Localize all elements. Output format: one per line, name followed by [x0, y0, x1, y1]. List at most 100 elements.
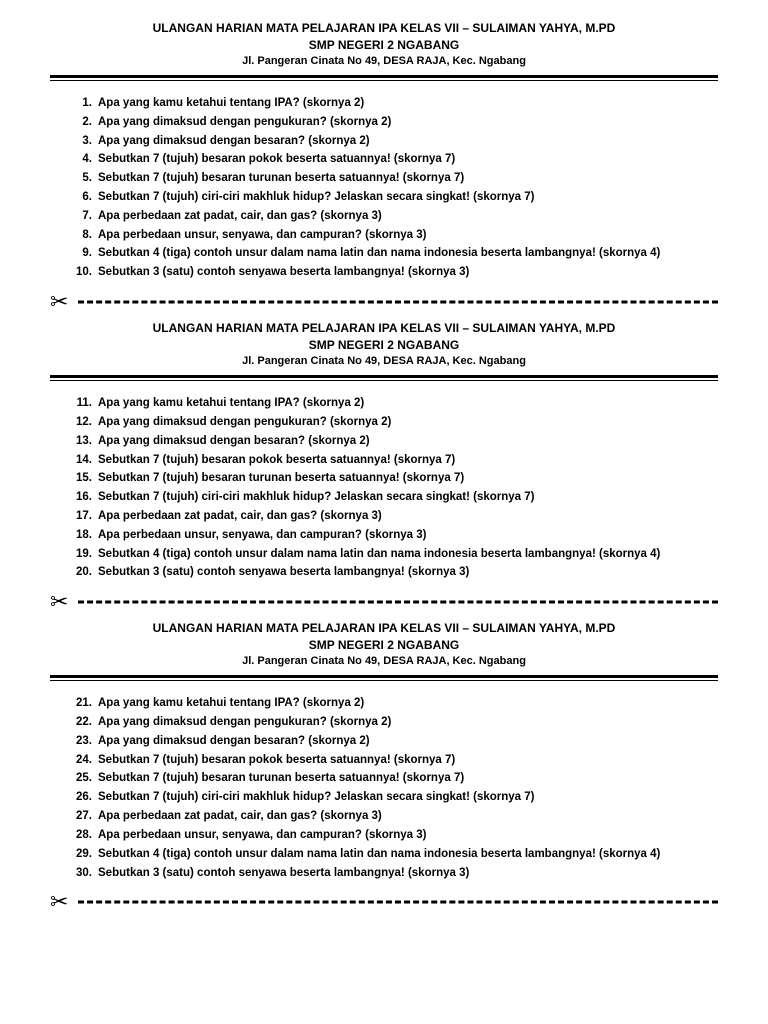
question-item: 18.Apa perbedaan unsur, senyawa, dan cam…	[68, 527, 708, 545]
question-text: Apa yang kamu ketahui tentang IPA? (skor…	[98, 695, 708, 713]
question-number: 28.	[68, 827, 98, 845]
cut-dashes	[78, 901, 718, 904]
question-number: 11.	[68, 395, 98, 413]
question-number: 14.	[68, 452, 98, 470]
question-text: Sebutkan 7 (tujuh) ciri-ciri makhluk hid…	[98, 189, 708, 207]
question-text: Sebutkan 7 (tujuh) besaran turunan beser…	[98, 770, 708, 788]
question-list: 21.Apa yang kamu ketahui tentang IPA? (s…	[50, 695, 718, 882]
exam-header: ULANGAN HARIAN MATA PELAJARAN IPA KELAS …	[50, 20, 718, 69]
question-text: Sebutkan 4 (tiga) contoh unsur dalam nam…	[98, 846, 708, 864]
page: ULANGAN HARIAN MATA PELAJARAN IPA KELAS …	[0, 0, 768, 930]
question-number: 27.	[68, 808, 98, 826]
question-item: 3.Apa yang dimaksud dengan besaran? (sko…	[68, 133, 708, 151]
exam-section: ULANGAN HARIAN MATA PELAJARAN IPA KELAS …	[50, 620, 718, 882]
question-text: Apa yang dimaksud dengan pengukuran? (sk…	[98, 414, 708, 432]
scissors-icon: ✂	[50, 591, 70, 613]
question-number: 4.	[68, 151, 98, 169]
question-number: 29.	[68, 846, 98, 864]
question-text: Sebutkan 7 (tujuh) besaran pokok beserta…	[98, 452, 708, 470]
question-number: 25.	[68, 770, 98, 788]
question-number: 19.	[68, 546, 98, 564]
header-address: Jl. Pangeran Cinata No 49, DESA RAJA, Ke…	[50, 54, 718, 69]
exam-section: ULANGAN HARIAN MATA PELAJARAN IPA KELAS …	[50, 320, 718, 582]
question-item: 8.Apa perbedaan unsur, senyawa, dan camp…	[68, 227, 708, 245]
question-item: 16.Sebutkan 7 (tujuh) ciri-ciri makhluk …	[68, 489, 708, 507]
question-item: 23.Apa yang dimaksud dengan besaran? (sk…	[68, 733, 708, 751]
question-text: Sebutkan 3 (satu) contoh senyawa beserta…	[98, 564, 708, 582]
question-text: Apa perbedaan zat padat, cair, dan gas? …	[98, 208, 708, 226]
question-text: Sebutkan 7 (tujuh) ciri-ciri makhluk hid…	[98, 489, 708, 507]
scissors-icon: ✂	[50, 891, 70, 913]
question-item: 26.Sebutkan 7 (tujuh) ciri-ciri makhluk …	[68, 789, 708, 807]
question-number: 10.	[68, 264, 98, 282]
question-text: Apa yang kamu ketahui tentang IPA? (skor…	[98, 95, 708, 113]
question-item: 28.Apa perbedaan unsur, senyawa, dan cam…	[68, 827, 708, 845]
question-number: 12.	[68, 414, 98, 432]
question-number: 1.	[68, 95, 98, 113]
question-text: Apa yang dimaksud dengan besaran? (skorn…	[98, 133, 708, 151]
question-text: Apa yang dimaksud dengan pengukuran? (sk…	[98, 114, 708, 132]
question-item: 14.Sebutkan 7 (tujuh) besaran pokok bese…	[68, 452, 708, 470]
question-item: 9.Sebutkan 4 (tiga) contoh unsur dalam n…	[68, 245, 708, 263]
header-school: SMP NEGERI 2 NGABANG	[50, 637, 718, 654]
question-item: 24.Sebutkan 7 (tujuh) besaran pokok bese…	[68, 752, 708, 770]
question-number: 22.	[68, 714, 98, 732]
question-item: 6.Sebutkan 7 (tujuh) ciri-ciri makhluk h…	[68, 189, 708, 207]
header-title: ULANGAN HARIAN MATA PELAJARAN IPA KELAS …	[50, 620, 718, 637]
cut-dashes	[78, 601, 718, 604]
question-number: 18.	[68, 527, 98, 545]
header-rule	[50, 375, 718, 381]
question-text: Apa perbedaan zat padat, cair, dan gas? …	[98, 808, 708, 826]
question-number: 23.	[68, 733, 98, 751]
question-text: Sebutkan 7 (tujuh) besaran pokok beserta…	[98, 151, 708, 169]
question-text: Sebutkan 3 (satu) contoh senyawa beserta…	[98, 865, 708, 883]
question-item: 15.Sebutkan 7 (tujuh) besaran turunan be…	[68, 470, 708, 488]
question-number: 13.	[68, 433, 98, 451]
question-text: Sebutkan 7 (tujuh) besaran turunan beser…	[98, 170, 708, 188]
question-text: Apa yang dimaksud dengan pengukuran? (sk…	[98, 714, 708, 732]
question-item: 12.Apa yang dimaksud dengan pengukuran? …	[68, 414, 708, 432]
question-number: 24.	[68, 752, 98, 770]
question-item: 2.Apa yang dimaksud dengan pengukuran? (…	[68, 114, 708, 132]
header-address: Jl. Pangeran Cinata No 49, DESA RAJA, Ke…	[50, 654, 718, 669]
scissors-icon: ✂	[50, 291, 70, 313]
question-item: 5.Sebutkan 7 (tujuh) besaran turunan bes…	[68, 170, 708, 188]
question-text: Sebutkan 7 (tujuh) besaran turunan beser…	[98, 470, 708, 488]
question-text: Sebutkan 4 (tiga) contoh unsur dalam nam…	[98, 245, 708, 263]
question-item: 17.Apa perbedaan zat padat, cair, dan ga…	[68, 508, 708, 526]
question-number: 21.	[68, 695, 98, 713]
question-item: 11.Apa yang kamu ketahui tentang IPA? (s…	[68, 395, 708, 413]
question-text: Apa yang kamu ketahui tentang IPA? (skor…	[98, 395, 708, 413]
question-text: Sebutkan 3 (satu) contoh senyawa beserta…	[98, 264, 708, 282]
question-text: Apa perbedaan zat padat, cair, dan gas? …	[98, 508, 708, 526]
question-item: 4.Sebutkan 7 (tujuh) besaran pokok beser…	[68, 151, 708, 169]
question-item: 1.Apa yang kamu ketahui tentang IPA? (sk…	[68, 95, 708, 113]
question-text: Apa perbedaan unsur, senyawa, dan campur…	[98, 227, 708, 245]
question-item: 13.Apa yang dimaksud dengan besaran? (sk…	[68, 433, 708, 451]
question-text: Sebutkan 7 (tujuh) ciri-ciri makhluk hid…	[98, 789, 708, 807]
question-text: Apa perbedaan unsur, senyawa, dan campur…	[98, 827, 708, 845]
question-number: 8.	[68, 227, 98, 245]
question-item: 29.Sebutkan 4 (tiga) contoh unsur dalam …	[68, 846, 708, 864]
question-list: 1.Apa yang kamu ketahui tentang IPA? (sk…	[50, 95, 718, 282]
cut-line: ✂	[50, 890, 718, 914]
question-list: 11.Apa yang kamu ketahui tentang IPA? (s…	[50, 395, 718, 582]
question-item: 20.Sebutkan 3 (satu) contoh senyawa bese…	[68, 564, 708, 582]
question-text: Apa yang dimaksud dengan besaran? (skorn…	[98, 433, 708, 451]
question-number: 5.	[68, 170, 98, 188]
exam-header: ULANGAN HARIAN MATA PELAJARAN IPA KELAS …	[50, 320, 718, 369]
header-rule	[50, 75, 718, 81]
question-text: Apa perbedaan unsur, senyawa, dan campur…	[98, 527, 708, 545]
exam-header: ULANGAN HARIAN MATA PELAJARAN IPA KELAS …	[50, 620, 718, 669]
question-item: 27.Apa perbedaan zat padat, cair, dan ga…	[68, 808, 708, 826]
question-item: 30.Sebutkan 3 (satu) contoh senyawa bese…	[68, 865, 708, 883]
question-number: 3.	[68, 133, 98, 151]
exam-section: ULANGAN HARIAN MATA PELAJARAN IPA KELAS …	[50, 20, 718, 282]
question-number: 9.	[68, 245, 98, 263]
header-title: ULANGAN HARIAN MATA PELAJARAN IPA KELAS …	[50, 320, 718, 337]
header-address: Jl. Pangeran Cinata No 49, DESA RAJA, Ke…	[50, 354, 718, 369]
question-number: 30.	[68, 865, 98, 883]
question-item: 25.Sebutkan 7 (tujuh) besaran turunan be…	[68, 770, 708, 788]
header-school: SMP NEGERI 2 NGABANG	[50, 337, 718, 354]
header-title: ULANGAN HARIAN MATA PELAJARAN IPA KELAS …	[50, 20, 718, 37]
